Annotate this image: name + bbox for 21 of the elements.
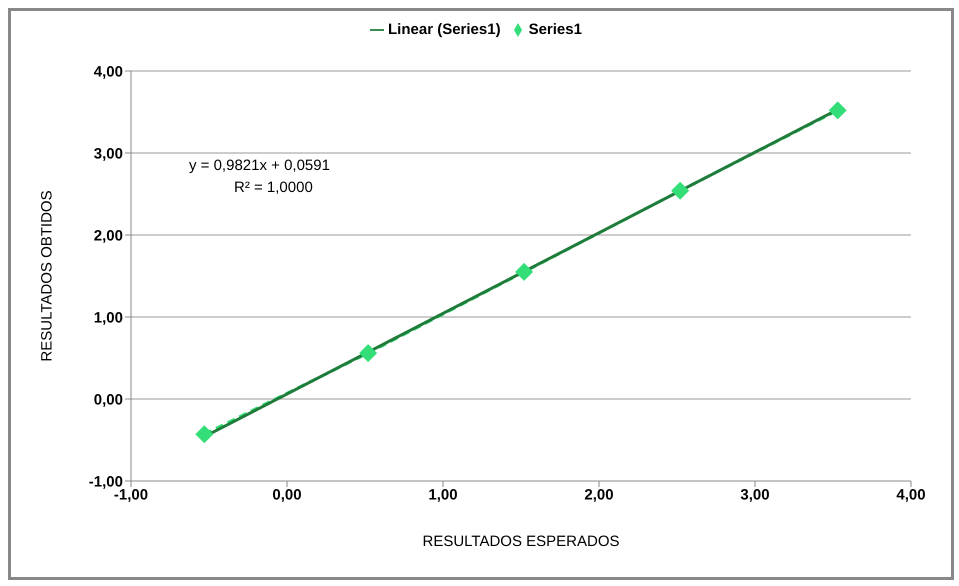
x-tick-label: 3,00 xyxy=(740,486,770,504)
point xyxy=(828,101,847,120)
x-tick-label: 2,00 xyxy=(584,486,614,504)
x-tick-label: 4,00 xyxy=(896,486,926,504)
point xyxy=(359,344,378,362)
y-tick-label: 1,00 xyxy=(94,309,123,326)
annotation: y = 0,9821x + 0,0591 xyxy=(189,157,330,174)
legend-label: Series1 xyxy=(528,21,582,38)
y-tick-label: 4,00 xyxy=(94,63,123,80)
y-axis-title: RESULTADOS OBTIDOS xyxy=(38,190,56,362)
y-tick-label: 3,00 xyxy=(94,145,123,162)
point xyxy=(671,182,690,200)
y-tick-label: 2,00 xyxy=(94,227,123,244)
annotation: R² = 1,0000 xyxy=(234,179,313,196)
legend-label: Linear (Series1) xyxy=(388,21,501,38)
x-axis-title: RESULTADOS ESPERADOS xyxy=(422,533,620,550)
y-tick-label: 0,00 xyxy=(94,391,123,408)
point xyxy=(195,425,214,444)
x-tick-label: 0,00 xyxy=(272,486,302,504)
point xyxy=(515,262,534,281)
x-tick-label: 1,00 xyxy=(428,486,458,504)
